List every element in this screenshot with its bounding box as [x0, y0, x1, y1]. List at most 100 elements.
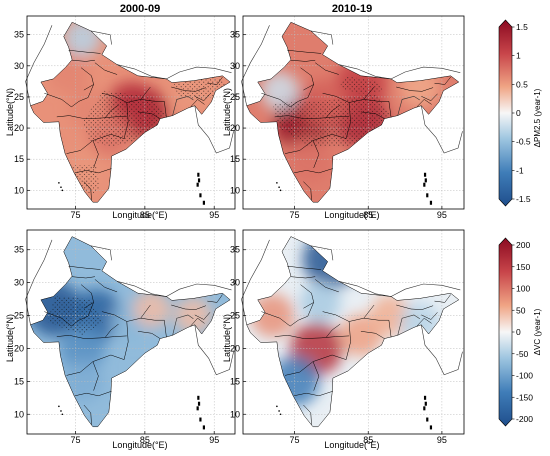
country-border [166, 66, 232, 80]
colorbar-tick-label: 0.5 [516, 79, 528, 89]
state-border [363, 99, 392, 118]
y-tick-label: 35 [14, 245, 24, 255]
x-tick-label: 85 [363, 210, 373, 220]
state-border [300, 284, 314, 309]
y-tick-label: 15 [14, 376, 24, 386]
island [276, 182, 278, 184]
state-border [303, 404, 312, 425]
x-tick-label: 95 [209, 435, 219, 445]
significance-stipple [272, 93, 391, 147]
data-hotspot [260, 71, 300, 110]
y-tick-label: 20 [230, 123, 240, 133]
country-border [166, 283, 232, 297]
country-border [194, 105, 234, 154]
state-border [207, 76, 223, 85]
island [423, 172, 427, 177]
colorbar-ramp [498, 237, 513, 427]
island [199, 193, 202, 198]
y-tick-label: 10 [14, 409, 24, 419]
y-tick-label: 30 [230, 61, 240, 71]
country-border [421, 105, 463, 154]
map-frame [26, 229, 236, 435]
island [61, 189, 64, 192]
state-border [421, 93, 438, 102]
island [429, 200, 433, 205]
map-frame [242, 229, 465, 435]
country-border [310, 30, 334, 45]
state-border [326, 104, 341, 118]
island [423, 406, 426, 411]
island [58, 182, 60, 184]
island [423, 395, 427, 400]
gridlines [27, 16, 235, 209]
state-border [137, 331, 161, 339]
island [61, 413, 64, 416]
y-tick-label: 35 [230, 30, 240, 40]
state-border [190, 99, 205, 108]
x-tick-label: 95 [209, 210, 219, 220]
state-border [94, 279, 118, 293]
state-border [190, 317, 205, 327]
state-border [416, 99, 432, 108]
country-border [194, 324, 234, 376]
state-border [293, 168, 333, 174]
state-border [171, 304, 206, 310]
island [426, 193, 429, 198]
panel-title-right: 2010-19 [332, 3, 372, 15]
island [196, 182, 199, 187]
y-tick-label: 15 [230, 154, 240, 164]
state-border [396, 304, 434, 310]
country-border [172, 95, 194, 116]
country-border [90, 245, 112, 261]
state-border [105, 323, 119, 338]
y-tick-label: 25 [14, 92, 24, 102]
colorbar-pm25: 1.5 1 0.5 0 -0.5 -1 -1.5 [498, 19, 531, 207]
state-border [68, 49, 101, 54]
colorbar-label-pm25: ΔPM2.5 (year-1) [533, 88, 542, 147]
island [423, 182, 426, 187]
state-border [44, 302, 94, 327]
map-panel-vc-2000-09: 75 85 95 35 30 25 20 15 10 [14, 229, 236, 445]
island [60, 410, 62, 412]
ylabel-top-right: Latitude(°N) [222, 88, 232, 136]
island [60, 186, 62, 189]
state-border [345, 102, 351, 139]
map-frame [242, 15, 465, 210]
state-border [80, 284, 94, 309]
ylabel-bottom-left: Latitude(°N) [5, 314, 15, 362]
y-tick-label: 15 [230, 376, 240, 386]
x-tick-label: 85 [363, 435, 373, 445]
y-tick-label: 30 [14, 61, 24, 71]
colorbar-tick-label: 200 [516, 240, 530, 250]
island [58, 405, 60, 408]
state-border [83, 181, 92, 201]
country-border [397, 95, 420, 116]
ylabel-bottom-right: Latitude(°N) [222, 314, 232, 362]
state-border [105, 104, 119, 118]
state-border [140, 99, 167, 118]
state-border [315, 279, 339, 293]
xlabel-bottom-right: Longitude(°E) [324, 440, 379, 450]
island [279, 189, 282, 192]
state-border [74, 390, 112, 397]
island [199, 417, 202, 422]
state-border [293, 390, 333, 397]
x-tick-label: 75 [290, 210, 300, 220]
island [278, 186, 280, 189]
state-border [261, 84, 314, 108]
state-border [421, 312, 438, 320]
state-border [312, 361, 320, 391]
y-tick-label: 30 [230, 278, 240, 288]
island [426, 417, 429, 422]
colorbar-tick-label: -200 [516, 414, 533, 424]
state-border [68, 265, 101, 270]
state-border [326, 323, 341, 338]
country-border [172, 314, 194, 336]
state-border [287, 49, 322, 54]
xlabel-top-left: Longitude(°E) [112, 210, 167, 220]
state-border [360, 111, 385, 119]
country-border [310, 245, 334, 261]
state-border [290, 59, 316, 62]
island [279, 413, 282, 416]
y-tick-label: 20 [14, 343, 24, 353]
